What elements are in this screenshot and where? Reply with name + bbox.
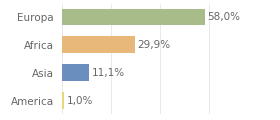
- Text: 58,0%: 58,0%: [207, 12, 240, 22]
- Bar: [62, 9, 204, 25]
- Bar: [62, 64, 89, 81]
- Text: 29,9%: 29,9%: [138, 40, 171, 50]
- Text: 11,1%: 11,1%: [91, 68, 125, 78]
- Text: 1,0%: 1,0%: [67, 96, 93, 106]
- Bar: [62, 92, 64, 109]
- Bar: [62, 36, 135, 53]
